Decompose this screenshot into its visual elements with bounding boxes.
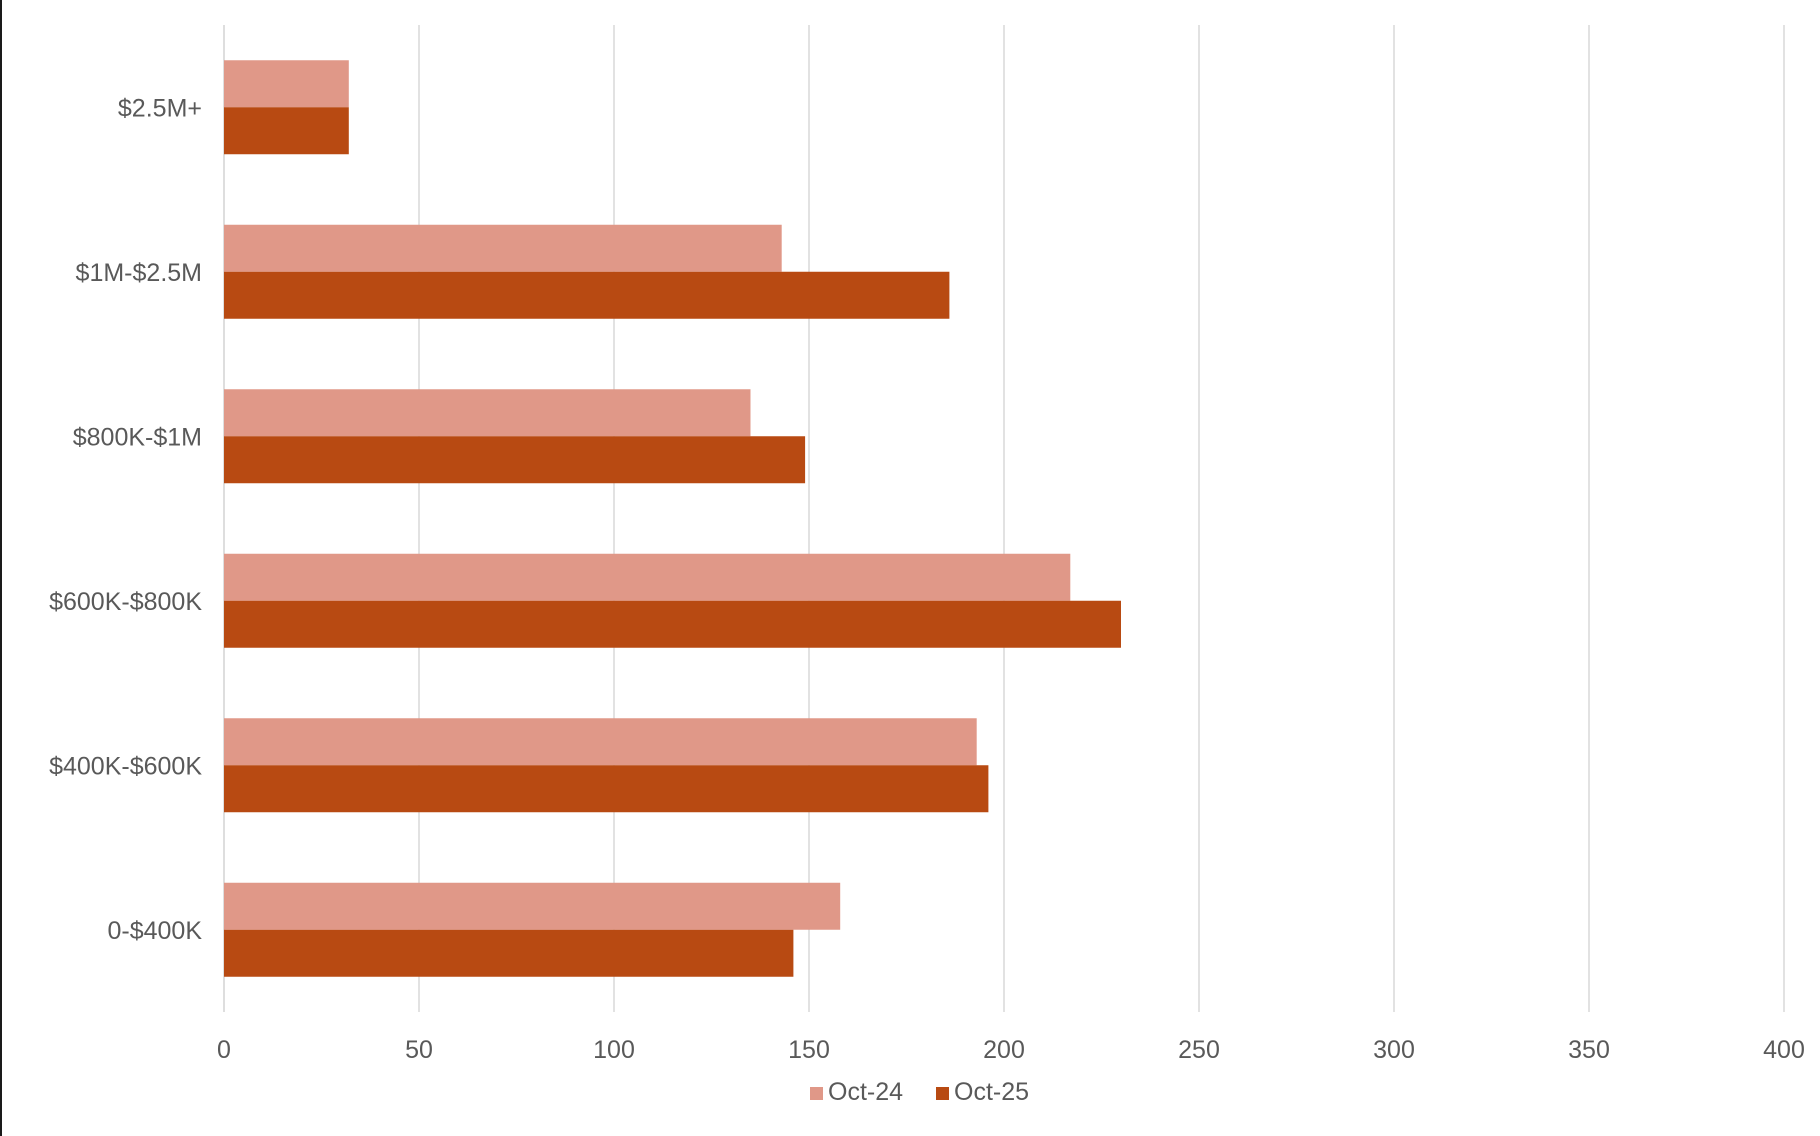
category-label: $400K-$600K (49, 752, 202, 780)
category-label: $600K-$800K (49, 588, 202, 616)
bar-oct-25-1 (224, 765, 989, 813)
category-label: 0-$400K (107, 917, 202, 945)
legend-swatch-oct-25 (936, 1087, 949, 1100)
legend: Oct-24 Oct-25 (810, 1078, 1029, 1106)
x-tick-label: 100 (593, 1036, 635, 1064)
category-labels: 0-$400K $400K-$600K $600K-$800K $800K-$1M $1… (49, 94, 202, 945)
legend-swatch-oct-24 (810, 1087, 823, 1100)
bar-oct-25-3 (224, 436, 806, 484)
bar-oct-24-1 (224, 718, 977, 766)
legend-label: Oct-25 (954, 1078, 1029, 1106)
bar-oct-24-4 (224, 224, 782, 272)
bar-oct-24-5 (224, 60, 349, 108)
legend-label: Oct-24 (828, 1078, 903, 1106)
category-label: $800K-$1M (73, 423, 202, 451)
gridlines (223, 25, 1785, 1012)
x-tick-label: 350 (1568, 1036, 1610, 1064)
x-tick-labels: 0 50 100 150 200 250 300 350 400 (217, 1036, 1805, 1064)
x-tick-label: 300 (1373, 1036, 1415, 1064)
x-tick-label: 0 (217, 1036, 231, 1064)
category-label: $1M-$2.5M (76, 259, 202, 287)
bar-oct-24-2 (224, 553, 1071, 601)
bar-oct-24-0 (224, 882, 841, 930)
bar-oct-25-4 (224, 271, 950, 319)
x-tick-label: 150 (788, 1036, 830, 1064)
bar-oct-25-5 (224, 107, 349, 155)
bar-oct-24-3 (224, 389, 751, 437)
x-tick-label: 200 (983, 1036, 1025, 1064)
x-tick-label: 250 (1178, 1036, 1220, 1064)
bar-oct-25-2 (224, 600, 1121, 648)
bars (224, 60, 1121, 977)
bar-oct-25-0 (224, 929, 794, 977)
category-label: $2.5M+ (118, 94, 202, 122)
x-tick-label: 400 (1763, 1036, 1805, 1064)
x-tick-label: 50 (405, 1036, 433, 1064)
